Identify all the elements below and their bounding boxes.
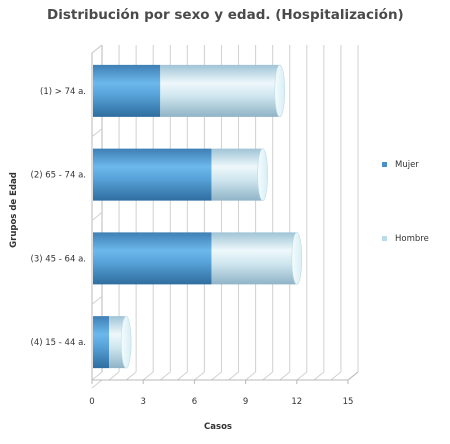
y-tick-label: (3) 45 - 64 a. xyxy=(31,254,86,264)
gridline-floor xyxy=(142,371,154,381)
bar-mujer xyxy=(93,64,161,117)
gridline-floor xyxy=(91,371,103,381)
bar-end-cap xyxy=(274,64,286,118)
gridline-wall xyxy=(91,379,103,389)
x-tick-label: 9 xyxy=(243,397,248,407)
gridline-floor xyxy=(313,371,325,381)
gridline-floor xyxy=(211,371,222,381)
x-tick-label: 3 xyxy=(140,397,145,407)
gridline-wall xyxy=(91,212,103,221)
legend-label-mujer: Mujer xyxy=(395,160,419,170)
floor-right-edge xyxy=(347,371,359,381)
gridline-wall xyxy=(91,44,103,54)
bar-end-cap xyxy=(291,232,303,285)
bar-mujer xyxy=(93,148,212,201)
x-axis-labels: 0 3 6 9 12 15 xyxy=(89,380,353,407)
x-tick-label: 12 xyxy=(291,397,302,407)
bar-hombre xyxy=(160,64,280,117)
legend-label-hombre: Hombre xyxy=(395,234,429,244)
gridline-floor xyxy=(279,371,291,381)
y-tick-label: (1) > 74 a. xyxy=(40,87,86,97)
gridline-floor xyxy=(296,371,308,381)
y-axis-title: Grupos de Edad xyxy=(9,172,19,248)
y-tick-label: (4) 15 - 44 a. xyxy=(31,338,86,348)
gridline-wall xyxy=(91,128,103,138)
y-tick-label: (2) 65 - 74 a. xyxy=(31,171,86,181)
gridline-floor xyxy=(125,371,137,381)
gridline-floor xyxy=(194,371,205,381)
legend: Mujer Hombre xyxy=(382,160,429,244)
gridline-floor xyxy=(177,371,188,381)
x-tick-label: 6 xyxy=(192,397,197,407)
chart-title: Distribución por sexo y edad. (Hospitali… xyxy=(47,7,404,23)
bar-mujer xyxy=(93,316,110,369)
gridline-floor xyxy=(108,371,120,381)
bar-hombre xyxy=(211,148,263,201)
x-tick-label: 0 xyxy=(89,397,94,407)
gridline-floor xyxy=(159,371,171,381)
x-tick-label: 15 xyxy=(343,397,354,407)
bar-end-cap xyxy=(120,315,132,369)
gridline-wall xyxy=(91,295,103,305)
gridline-floor xyxy=(245,371,256,381)
bar-end-cap xyxy=(257,148,268,201)
bars xyxy=(93,64,303,369)
legend-marker-hombre xyxy=(382,236,387,241)
x-axis-title: Casos xyxy=(204,422,232,432)
legend-marker-mujer xyxy=(382,162,387,167)
bar-mujer xyxy=(93,232,212,285)
gridline-floor xyxy=(262,371,273,381)
gridline-floor xyxy=(228,371,239,381)
bar-hombre xyxy=(211,232,297,285)
y-axis-labels: (1) > 74 a. (2) 65 - 74 a. (3) 45 - 64 a. (… xyxy=(31,87,86,348)
gridline-floor xyxy=(330,371,342,381)
